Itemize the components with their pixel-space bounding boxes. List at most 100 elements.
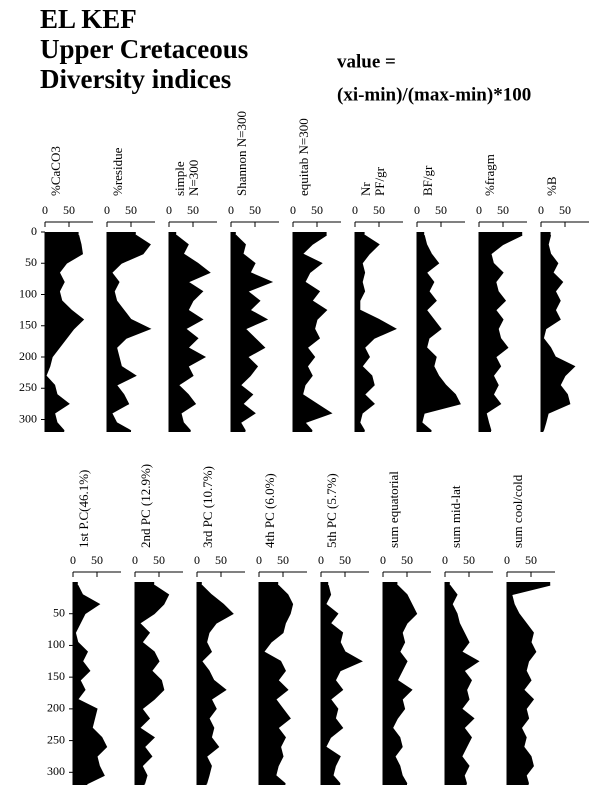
profile-line — [359, 234, 397, 432]
x-tick-label: 50 — [187, 203, 199, 217]
x-tick-label: 0 — [380, 553, 386, 567]
column-label: Shannon N=300 — [234, 111, 249, 196]
column-label: 4th PC (6.0%) — [262, 473, 277, 548]
y-tick-label: 150 — [47, 669, 65, 683]
column-label: 2nd PC (12.9%) — [138, 464, 153, 548]
x-tick-label: 50 — [463, 553, 475, 567]
area-fill — [417, 232, 461, 432]
x-tick-label: 0 — [538, 203, 544, 217]
formula-line: (xi-min)/(max-min)*100 — [337, 84, 531, 105]
profile-line — [485, 234, 523, 431]
profile-line — [301, 234, 333, 432]
x-tick-label: 0 — [318, 553, 324, 567]
profile-line — [235, 234, 274, 432]
y-tick-label: 100 — [19, 286, 37, 300]
column-label: sum equatorial — [386, 471, 401, 548]
y-tick-label: 100 — [47, 637, 65, 651]
x-tick-label: 0 — [256, 553, 262, 567]
y-tick-label: 50 — [53, 605, 65, 619]
x-tick-label: 50 — [373, 203, 385, 217]
x-tick-label: 0 — [352, 203, 358, 217]
y-tick-label: 250 — [47, 732, 65, 746]
x-tick-label: 0 — [290, 203, 296, 217]
profile-line — [449, 584, 480, 784]
x-tick-label: 0 — [442, 553, 448, 567]
x-tick-label: 0 — [42, 203, 48, 217]
area-fill — [479, 232, 523, 432]
x-tick-label: 50 — [339, 553, 351, 567]
x-tick-label: 0 — [228, 203, 234, 217]
x-tick-label: 50 — [277, 553, 289, 567]
formula-line: value = — [337, 51, 396, 72]
column-label: 5th PC (5.7%) — [324, 473, 339, 548]
x-tick-label: 0 — [166, 203, 172, 217]
area-fill — [383, 582, 417, 785]
x-tick-label: 0 — [104, 203, 110, 217]
x-tick-label: 50 — [311, 203, 323, 217]
x-tick-label: 50 — [215, 553, 227, 567]
area-fill — [541, 232, 575, 432]
profile-line — [111, 234, 152, 432]
column-label: 1st P.C(46.1%) — [76, 470, 91, 548]
profile-line — [542, 235, 576, 431]
y-tick-label: 250 — [19, 380, 37, 394]
profile-line — [175, 234, 211, 432]
y-tick-label: 150 — [19, 318, 37, 332]
y-tick-label: 300 — [47, 764, 65, 778]
column-label: Nr — [358, 182, 373, 196]
x-tick-label: 0 — [132, 553, 138, 567]
x-tick-label: 50 — [525, 553, 537, 567]
area-fill — [107, 232, 151, 432]
profile-line — [392, 584, 418, 784]
area-fill — [231, 232, 272, 432]
x-tick-label: 0 — [194, 553, 200, 567]
title-line: Upper Cretaceous — [40, 34, 248, 64]
column-label: equitab N=300 — [296, 118, 311, 196]
column-label: sum mid-lat — [448, 485, 463, 548]
profile-line — [511, 584, 551, 784]
column-label: N=300 — [186, 160, 201, 196]
profile-line — [74, 584, 108, 785]
x-tick-label: 50 — [401, 553, 413, 567]
title-line: EL KEF — [40, 4, 137, 34]
x-tick-label: 50 — [125, 203, 137, 217]
y-tick-label: 50 — [25, 255, 37, 269]
column-label: %fragm — [482, 154, 497, 196]
area-fill — [73, 582, 107, 785]
x-tick-label: 50 — [153, 553, 165, 567]
area-fill — [293, 232, 332, 432]
area-fill — [135, 582, 169, 785]
profile-line — [263, 584, 294, 785]
profile-line — [325, 585, 363, 785]
y-tick-label: 200 — [47, 701, 65, 715]
area-fill — [259, 582, 293, 785]
x-tick-label: 50 — [559, 203, 571, 217]
area-fill — [45, 232, 84, 432]
y-tick-label: 200 — [19, 349, 37, 363]
column-label: %B — [544, 176, 559, 196]
area-fill — [197, 582, 233, 785]
column-label: PF/gr — [372, 166, 387, 196]
column-label: BF/gr — [420, 165, 435, 196]
x-tick-label: 50 — [497, 203, 509, 217]
column-label: sum cool/cold — [510, 474, 525, 548]
profile-line — [139, 584, 170, 784]
column-label: simple — [172, 161, 187, 196]
x-tick-label: 0 — [504, 553, 510, 567]
column-label: 3rd PC (10.7%) — [200, 466, 215, 548]
x-tick-label: 0 — [414, 203, 420, 217]
profile-line — [201, 584, 234, 784]
x-tick-label: 0 — [476, 203, 482, 217]
x-tick-label: 50 — [435, 203, 447, 217]
x-tick-label: 50 — [91, 553, 103, 567]
y-tick-label: 0 — [31, 224, 37, 238]
profile-line — [421, 235, 461, 432]
x-tick-label: 0 — [70, 553, 76, 567]
y-tick-label: 300 — [19, 411, 37, 425]
area-fill — [321, 582, 362, 785]
area-fill — [355, 232, 396, 432]
title-line: Diversity indices — [40, 64, 231, 94]
x-tick-label: 50 — [249, 203, 261, 217]
column-label: %residue — [110, 147, 125, 196]
